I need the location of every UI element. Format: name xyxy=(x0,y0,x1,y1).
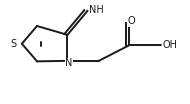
Text: OH: OH xyxy=(162,40,177,50)
Text: NH: NH xyxy=(89,5,104,15)
Text: N: N xyxy=(65,58,73,68)
Text: O: O xyxy=(127,16,135,26)
Text: S: S xyxy=(10,39,16,49)
